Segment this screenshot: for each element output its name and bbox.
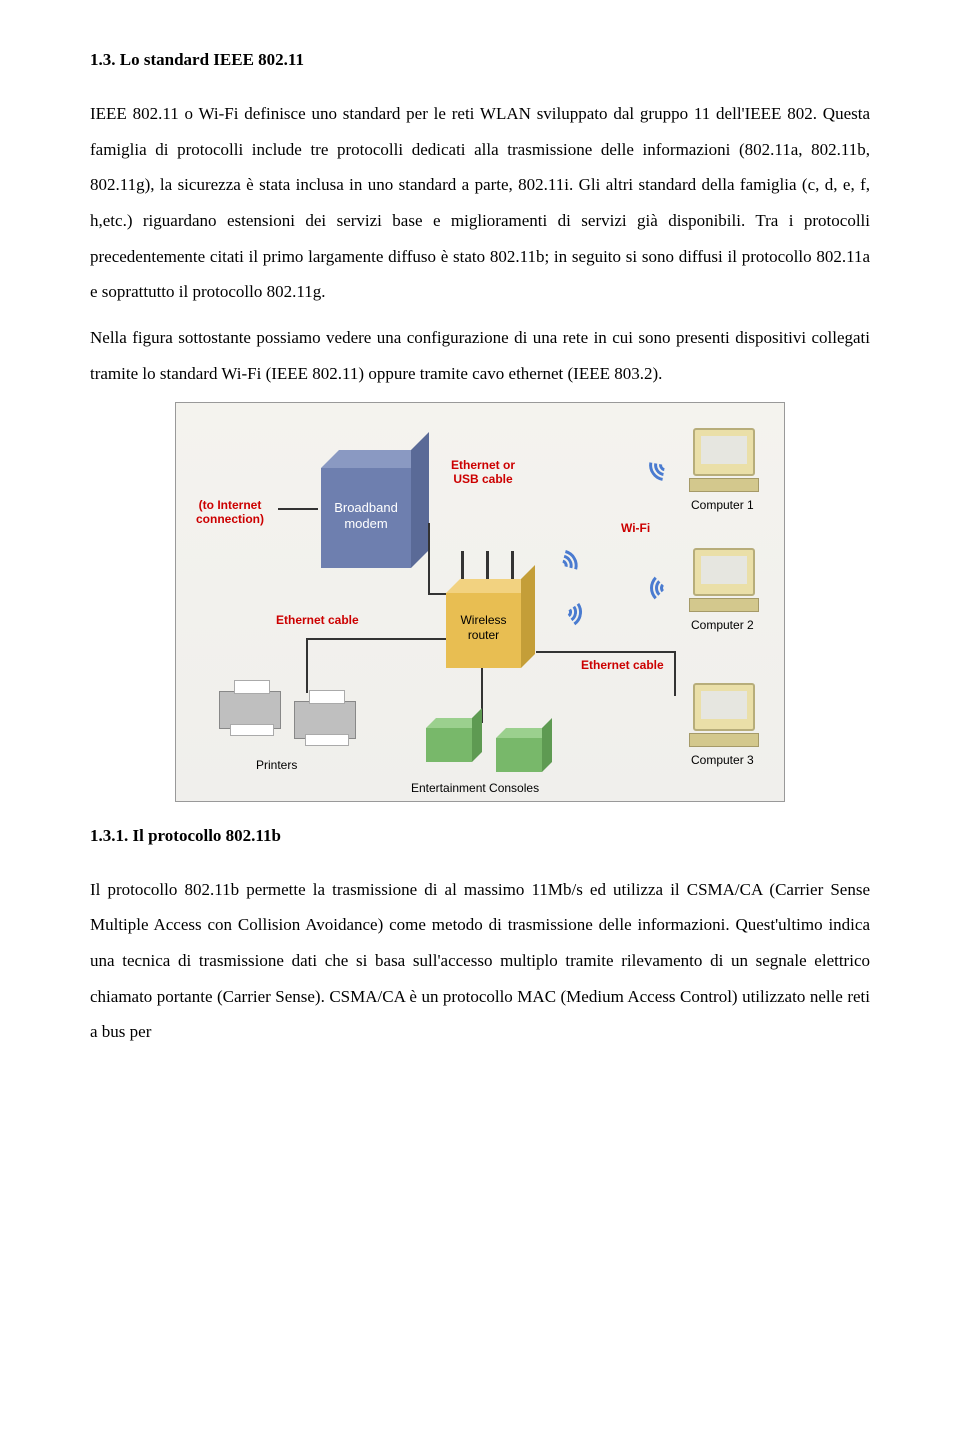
paragraph-intro: IEEE 802.11 o Wi-Fi definisce uno standa… [90, 96, 870, 310]
section-title: Il protocollo 802.11b [133, 826, 281, 845]
computer-1 [686, 428, 762, 492]
wifi-to-c1 [640, 447, 682, 489]
section-title: Lo standard IEEE 802.11 [120, 50, 304, 69]
label-printers: Printers [256, 758, 297, 772]
section-heading-1-3-1: 1.3.1. Il protocollo 802.11b [90, 826, 870, 846]
wifi-from-router-1 [546, 542, 587, 583]
wifi-to-c2 [646, 573, 676, 603]
section-heading-1-3: 1.3. Lo standard IEEE 802.11 [90, 50, 870, 70]
label-wifi: Wi-Fi [621, 521, 650, 535]
label-eth-cable-left: Ethernet cable [276, 613, 359, 627]
label-computer-3: Computer 3 [691, 753, 754, 767]
paragraph-figure-intro: Nella figura sottostante possiamo vedere… [90, 320, 870, 391]
line-printer-v [306, 638, 308, 693]
wifi-from-router-2 [554, 595, 589, 630]
line-internet-modem [278, 508, 318, 510]
network-diagram-wrapper: (to Internet connection) Broadband modem… [90, 402, 870, 802]
printer-1 [216, 691, 284, 729]
console-1 [426, 728, 472, 762]
line-modem-router-v [428, 523, 430, 593]
section-number: 1.3. [90, 50, 116, 69]
line-c3-v [674, 651, 676, 696]
computer-2 [686, 548, 762, 612]
wireless-router: Wireless router [446, 593, 521, 668]
broadband-modem: Broadband modem [321, 468, 411, 568]
console-2 [496, 738, 542, 772]
label-eth-usb: Ethernet or USB cable [451, 458, 515, 486]
label-eth-cable-right: Ethernet cable [581, 658, 664, 672]
network-diagram: (to Internet connection) Broadband modem… [175, 402, 785, 802]
label-computer-2: Computer 2 [691, 618, 754, 632]
label-computer-1: Computer 1 [691, 498, 754, 512]
computer-3 [686, 683, 762, 747]
label-consoles: Entertainment Consoles [411, 781, 539, 795]
section-number: 1.3.1. [90, 826, 128, 845]
line-router-c3 [536, 651, 676, 653]
label-to-internet: (to Internet connection) [196, 498, 264, 526]
paragraph-80211b: Il protocollo 802.11b permette la trasmi… [90, 872, 870, 1050]
line-router-printer [306, 638, 446, 640]
printer-2 [291, 701, 359, 739]
